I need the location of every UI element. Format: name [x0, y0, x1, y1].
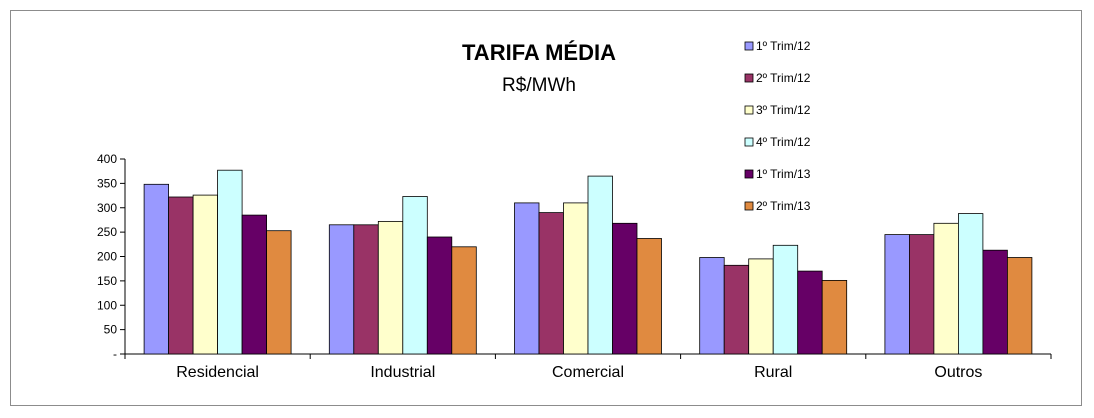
plot-area: - 50 100 150 200 250 300 350 400 Residencial Indus…: [97, 152, 1052, 381]
bar: [933, 222, 959, 355]
y-tick-label: 300: [97, 201, 117, 215]
bar: [266, 230, 292, 355]
legend-swatch: [744, 137, 754, 147]
bar: [451, 246, 477, 355]
y-tick-label: 100: [97, 298, 117, 312]
chart-svg: TARIFA MÉDIA R$/MWh - 50 100 150 200 250 300 35…: [97, 39, 1052, 381]
legend-swatch: [744, 169, 754, 179]
bar: [699, 257, 725, 355]
legend: 1º Trim/12 2º Trim/12 3º Trim/12 4º Trim/12…: [744, 39, 811, 213]
legend-item: 3º Trim/12: [744, 103, 811, 117]
bar: [143, 183, 170, 355]
y-tick-label: -: [113, 347, 117, 361]
x-category-label: Residencial: [176, 364, 259, 381]
bar: [426, 236, 453, 355]
bar: [563, 202, 589, 355]
bar: [909, 234, 935, 355]
chart-subtitle: R$/MWh: [502, 75, 576, 96]
bar: [772, 244, 799, 355]
chart-frame: TARIFA MÉDIA R$/MWh - 50 100 150 200 250 300 35…: [10, 10, 1082, 406]
bar: [328, 224, 355, 355]
legend-label: 4º Trim/12: [756, 135, 811, 149]
bar: [723, 264, 750, 355]
bar: [241, 214, 268, 355]
y-tick-label: 50: [104, 323, 118, 337]
legend-label: 1º Trim/13: [756, 167, 811, 181]
legend-label: 2º Trim/12: [756, 71, 811, 85]
y-tick-label: 400: [97, 152, 117, 166]
legend-swatch: [744, 201, 754, 211]
bar: [982, 249, 1008, 355]
y-tick-label: 150: [97, 274, 117, 288]
y-tick-label: 250: [97, 225, 117, 239]
bar: [748, 258, 774, 355]
bar: [1007, 257, 1033, 355]
bar: [514, 202, 540, 355]
legend-item: 2º Trim/13: [744, 199, 811, 213]
bar: [636, 238, 662, 355]
bar: [168, 196, 194, 355]
bar: [797, 270, 823, 355]
x-category-label: Outros: [934, 364, 982, 381]
legend-swatch: [744, 41, 754, 51]
x-category-label: Comercial: [552, 364, 624, 381]
x-category-label: Industrial: [370, 364, 435, 381]
bar: [587, 175, 613, 355]
bar: [192, 194, 219, 355]
legend-swatch: [744, 73, 754, 83]
bar: [958, 213, 984, 355]
y-tick-label: 200: [97, 250, 117, 264]
legend-swatch: [744, 105, 754, 115]
legend-item: 1º Trim/13: [744, 167, 811, 181]
bar: [612, 222, 638, 355]
y-tick-label: 350: [97, 176, 117, 190]
legend-label: 3º Trim/12: [756, 103, 811, 117]
bar: [538, 212, 564, 355]
legend-label: 2º Trim/13: [756, 199, 811, 213]
x-category-label: Rural: [754, 364, 792, 381]
legend-item: 2º Trim/12: [744, 71, 811, 85]
bar: [377, 220, 404, 355]
bar: [217, 169, 243, 355]
legend-item: 1º Trim/12: [744, 39, 811, 53]
bar: [884, 234, 910, 355]
bar: [821, 279, 848, 355]
legend-label: 1º Trim/12: [756, 39, 811, 53]
bar: [402, 196, 428, 355]
legend-item: 4º Trim/12: [744, 135, 811, 149]
chart-title: TARIFA MÉDIA: [462, 40, 616, 65]
bar: [353, 224, 379, 355]
